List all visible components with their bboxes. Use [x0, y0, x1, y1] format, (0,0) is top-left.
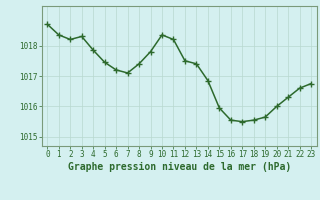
- X-axis label: Graphe pression niveau de la mer (hPa): Graphe pression niveau de la mer (hPa): [68, 162, 291, 172]
